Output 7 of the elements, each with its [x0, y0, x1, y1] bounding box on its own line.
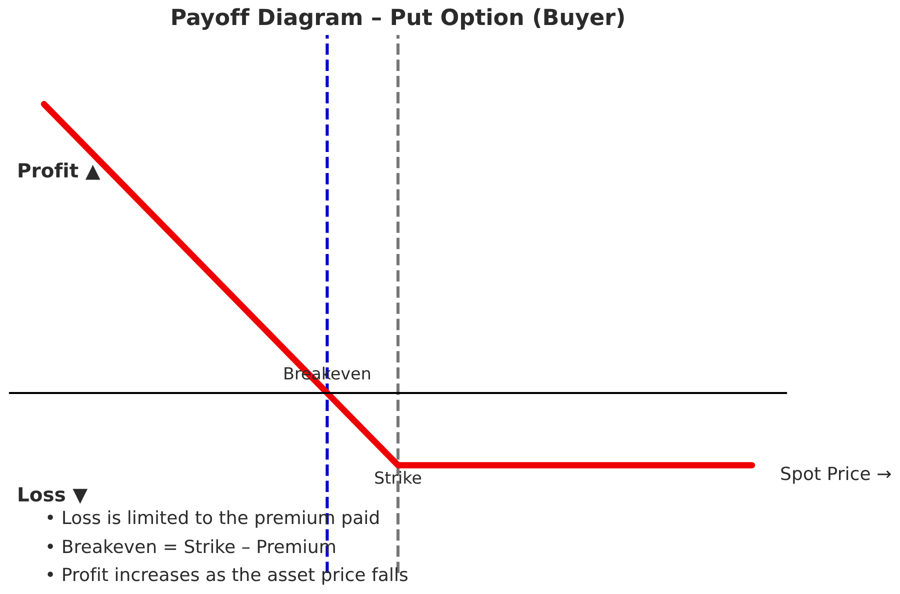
annotation: Profit ▲	[18, 162, 100, 180]
text: Spot Price →	[781, 466, 891, 484]
chart-title: Payoff Diagram – Put Option (Buyer)	[172, 8, 624, 30]
text: Loss ▼	[18, 487, 88, 504]
text: • Breakeven = Strike – Premium	[48, 539, 335, 554]
text: • Profit increases as the asset price falls	[48, 567, 408, 585]
annotation: Strike	[375, 471, 422, 484]
